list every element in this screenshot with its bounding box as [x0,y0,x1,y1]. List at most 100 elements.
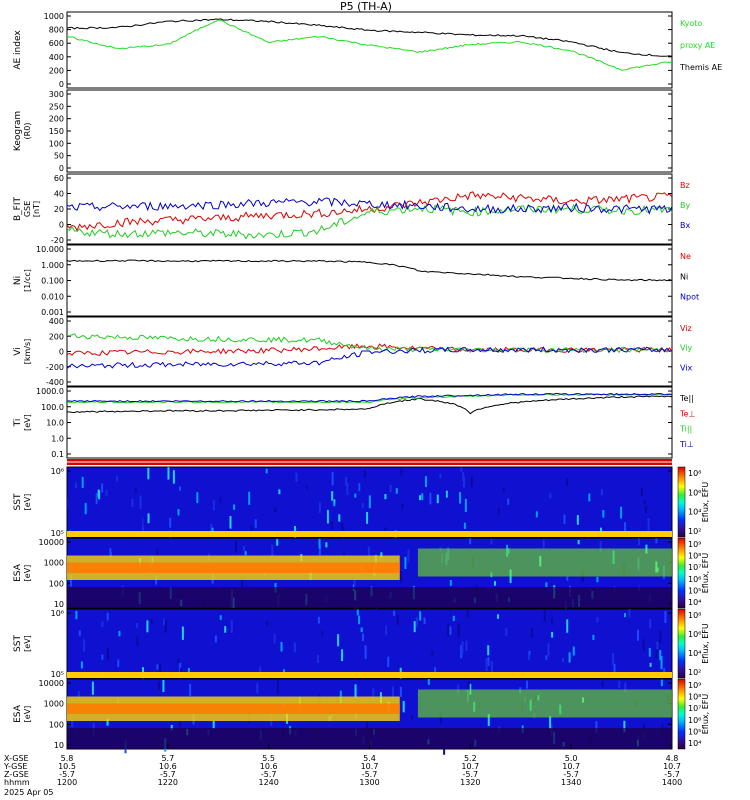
spectrogram-cell [424,476,427,487]
spectrogram-cell [91,681,94,695]
legend-entry: Ti|| [679,425,692,434]
spectrogram-cell [367,546,370,560]
spectrogram-cell [172,470,175,484]
spectrogram-cell [235,540,238,553]
y-tick-label: 10.0 [46,419,64,428]
spectrogram-cell [467,681,470,693]
spectrogram-cell [642,639,645,652]
x-row-value: -5.7 [59,770,75,779]
y-tick-label: -20 [51,236,64,245]
legend-entry: Bx [680,221,690,230]
spectrogram-cell [75,610,78,620]
spectrogram-cell [433,491,436,497]
y-tick-label: -200 [46,363,64,372]
spectrogram-cell [427,679,430,685]
spectrogram-band [417,689,672,718]
spectrogram-cell [210,523,213,533]
spectrogram-cell [162,618,165,626]
x-row-value: -5.7 [664,770,680,779]
panel-5: Ti [eV] 0.1 1.0 10.0 100.0 1000.0 Te|| Te⊥ Ti|| Ti… [13,386,695,459]
panel-frame [66,386,673,459]
x-tick-label: 1320 [460,778,480,787]
spectrogram-cell [431,650,434,656]
spectrogram-cell [415,617,418,626]
spectrogram-cell [588,493,591,502]
colorbar-tick: 10⁷ [688,563,701,572]
spectrogram-cell [651,629,654,635]
spectrogram-cell [389,484,392,493]
panel-ylabel: Keogram [13,111,23,151]
spectrogram-cell [542,475,545,482]
x-row-value: 5.5 [262,754,275,763]
spectrogram-cell [259,666,262,673]
spectrogram-cell [71,717,74,728]
x-row-value: 5.7 [161,754,174,763]
colorbar-tick: 10² [688,527,701,536]
spectrogram-cell [550,617,553,625]
panel-9: ESA [eV] 10 100 1000 10000 [13,678,673,755]
spectrogram-cell [77,691,80,701]
spectrogram-cell [326,509,329,524]
colorbar-scale [677,678,686,750]
spectrogram-cell [596,576,599,583]
spectrogram-cell [243,545,246,552]
spectrogram-cell [109,552,112,558]
colorbar-tick: 10⁷ [688,704,701,713]
spectrogram-cell [392,686,395,698]
x-row-label: Z-GSE [4,770,29,779]
colorbar-tick: 10⁴ [688,598,701,607]
spectrogram-cell [361,502,364,509]
y-tick-label: 100 [49,720,64,729]
spectrogram-cell [158,681,161,690]
spectrogram-cell [566,576,569,581]
spectrogram-cell [274,507,277,513]
y-tick-label: 10000 [39,538,64,547]
x-row-label: X-GSE [4,754,29,763]
spectrogram-cell [219,497,222,503]
spectrogram-cell [549,716,552,729]
spectrogram-cell [563,514,566,524]
panel-ylabel: Ni [13,276,23,285]
spectrogram-cell [118,630,121,637]
spectrogram-cell [176,619,179,632]
spectrogram-cell [139,495,142,509]
panel-ylabel-2: [eV] [23,706,32,723]
y-tick-label: 10 [54,741,64,750]
spectrogram-cell [459,492,462,504]
spectrogram-cell [660,656,663,670]
spectrogram-cell [447,492,450,505]
spectrogram-cell [364,645,367,660]
spectrogram-cell [101,654,104,660]
panel-ylabel-2: [eV] [23,635,32,652]
series-line-themisae [66,18,673,57]
spectrogram-cell [156,664,159,670]
spectrogram-cell [83,639,86,652]
spectrogram-cell [331,491,334,501]
x-row-label: Y-GSE [3,762,27,771]
spectrogram-cell [358,483,361,492]
spectrogram-cell [551,631,554,638]
x-row-value: 5.2 [464,754,477,763]
spectrogram-cell [502,487,505,492]
spectrogram-cell [143,513,146,527]
spectrogram-cell [545,655,548,660]
colorbar-scale [677,608,686,679]
spectrogram-cell [254,519,257,528]
colorbar-tick: 10⁹ [688,681,701,690]
colorbar-tick: 10⁸ [688,693,701,702]
spectrogram-cell [341,502,344,516]
spectrogram-cell [317,616,320,624]
spectrogram-cell [169,517,172,528]
spectrogram-cell [547,643,550,657]
spectrogram-cell [400,468,403,476]
spectrogram-band [67,672,672,678]
spectrogram-cell [365,722,368,729]
y-tick-label: 0 [59,164,64,173]
spectrogram-cell [643,723,646,730]
y-tick-label: 10⁶ [51,609,64,618]
spectrogram-cell [179,720,182,728]
spectrogram-cell [337,634,340,647]
legend-entry: Viy [680,344,693,353]
